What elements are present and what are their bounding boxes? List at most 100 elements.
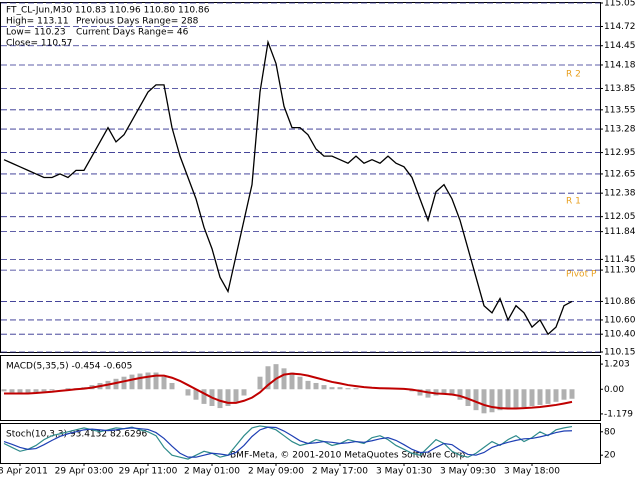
histogram-bar [49,389,55,391]
histogram-bar [217,389,223,409]
histogram-bar [345,388,351,390]
histogram-bar [193,389,199,400]
histogram-bar [521,389,527,408]
histogram-bar [25,389,31,394]
histogram-bar [257,376,263,390]
y-tick-label: 112.65 [604,169,636,179]
histogram-bar [129,374,135,390]
y-tick-label: 111.84 [604,227,636,237]
x-tick-label: 3 May 18:00 [504,467,560,477]
x-tick-label: 28 Apr 2011 [0,467,48,477]
histogram-bar [537,389,543,405]
histogram-bar [425,389,431,398]
signal-line [4,372,573,410]
histogram-bar [241,389,247,396]
histogram-bar [417,389,423,396]
y-tick-label: 80 [604,427,616,437]
y-tick-label: 110.86 [604,297,636,307]
y-tick-label: 111.45 [604,255,636,265]
y-tick-label: 0.00 [604,385,624,395]
histogram-bar [489,389,495,413]
y-tick-label: 112.95 [604,148,636,158]
price-panel [0,2,601,353]
level-label: R 1 [566,197,581,207]
histogram-bar [481,389,487,414]
histogram-bar [569,389,575,399]
copyright: BMF-Meta, © 2001-2010 MetaQuotes Softwar… [230,451,468,461]
histogram-bar [41,389,47,392]
histogram-bar [33,389,39,393]
x-tick-label: 3 May 01:30 [376,467,432,477]
y-tick-label: 113.28 [604,125,636,135]
y-tick-label: 1.203 [604,360,630,370]
histogram-bar [545,389,551,404]
y-tick-label: 112.38 [604,189,636,199]
y-tick-label: 111.30 [604,266,636,276]
histogram-bar [505,389,511,409]
level-label: R 2 [566,70,581,80]
histogram-bar [17,389,23,394]
histogram-bar [289,372,295,390]
panel-title: Stoch(10,3,3) 93.4132 82.6296 [6,430,147,440]
info: Close= 110.57 [6,39,72,49]
histogram-bar [321,385,327,390]
line [3,426,573,458]
x-tick-label: 2 May 09:00 [248,467,304,477]
histogram-bar [353,388,359,390]
info: Previous Days Range= 288 [76,17,199,27]
y-tick-label: 20 [604,451,616,461]
histogram-bar [121,376,127,390]
histogram-bar [265,366,271,390]
histogram-bar [185,389,191,396]
y-tick-label: 114.18 [604,60,636,70]
histogram-bar [113,378,119,390]
histogram-bar [65,388,71,390]
histogram-bar [449,389,455,396]
y-tick-label: 114.45 [604,41,636,51]
histogram-bar [441,389,447,394]
level-label: Pivot P [566,270,597,280]
y-tick-label: 112.05 [604,212,636,222]
histogram-bar [313,382,319,390]
histogram-bar [513,389,519,409]
histogram-bar [305,380,311,390]
histogram-bar [561,389,567,400]
histogram-bar [169,382,175,390]
x-tick-label: 2 May 17:00 [312,467,368,477]
x-tick-label: 29 Apr 11:00 [119,467,178,477]
info: Low= 110.23 [6,28,66,38]
histogram-bar [497,389,503,411]
histogram-bar [233,389,239,402]
histogram-bar [457,389,463,400]
x-tick-label: 3 May 09:30 [440,467,496,477]
histogram-bar [273,364,279,390]
chart-title: FT_CL-Jun,M30 110.83 110.96 110.80 110.8… [6,6,210,16]
histogram-bar [1,389,7,392]
y-tick-label: -1.179 [604,409,633,419]
stoch-panel [0,423,601,464]
y-tick-label: 113.85 [604,84,636,94]
histogram-bar [137,373,143,390]
y-tick-label: 114.72 [604,22,636,32]
info: Current Days Range= 46 [76,28,189,38]
histogram-bar [225,389,231,406]
histogram-bar [529,389,535,406]
histogram-bar [145,372,151,390]
panel-title: MACD(5,35,5) -0.454 -0.605 [6,362,132,372]
histogram-bar [201,389,207,404]
histogram-bar [297,376,303,390]
histogram-bar [153,372,159,390]
y-tick-label: 115.05 [604,0,636,9]
x-tick-label: 2 May 01:00 [184,467,240,477]
histogram-bar [161,376,167,390]
y-tick-label: 110.60 [604,315,636,325]
y-tick-label: 110.40 [604,330,636,340]
y-tick-label: 113.55 [604,105,636,115]
price-line [3,39,573,336]
histogram-bar [329,387,335,390]
histogram-bar [473,389,479,411]
x-tick-label: 29 Apr 03:00 [55,467,114,477]
histogram-bar [9,389,15,393]
